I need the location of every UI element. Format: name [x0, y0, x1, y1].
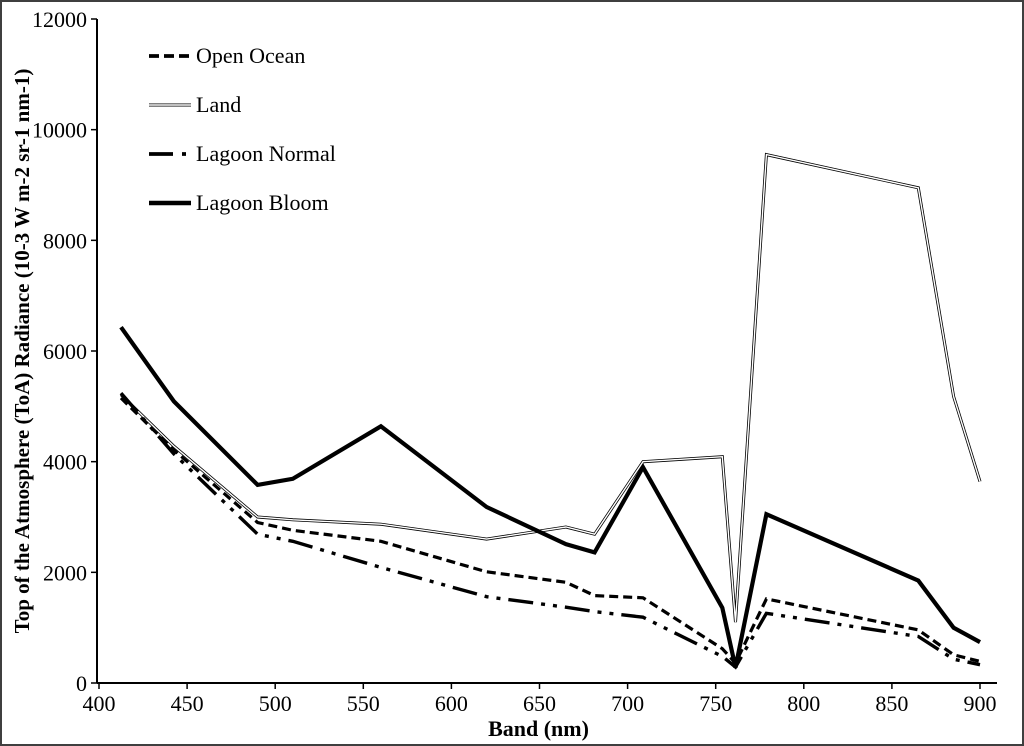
- series-line-lagoon-bloom: [119, 325, 982, 668]
- y-tick-label: 12000: [32, 7, 87, 32]
- legend-label-lagoon-bloom: Lagoon Bloom: [196, 190, 329, 215]
- y-tick-label: 10000: [32, 118, 87, 143]
- x-tick-label: 900: [964, 691, 997, 716]
- y-tick-label: 6000: [43, 339, 87, 364]
- legend-label-lagoon-normal: Lagoon Normal: [196, 141, 336, 166]
- y-tick-label: 2000: [43, 560, 87, 585]
- x-tick-label: 850: [875, 691, 908, 716]
- legend-line-sample-land: [149, 103, 191, 107]
- series-line-open-ocean: [119, 396, 981, 666]
- x-tick-label: 500: [259, 691, 292, 716]
- legend-line-sample-lagoon-bloom: [149, 200, 191, 206]
- x-tick-label: 650: [523, 691, 556, 716]
- legend-item-land: Land: [148, 91, 241, 119]
- x-tick-label: 400: [83, 691, 116, 716]
- legend-label-open-ocean: Open Ocean: [196, 43, 306, 68]
- series-line-land-core: [120, 153, 981, 623]
- x-tick-label: 750: [699, 691, 732, 716]
- legend-label-land: Land: [196, 92, 242, 117]
- x-axis-title: Band (nm): [488, 716, 589, 741]
- x-tick-label: 700: [611, 691, 644, 716]
- x-tick-label: 800: [787, 691, 820, 716]
- legend-line-sample-open-ocean: [149, 54, 191, 58]
- y-tick-label: 0: [76, 671, 87, 696]
- legend-line-sample-lagoon-normal: [149, 152, 191, 156]
- x-tick-label: 600: [435, 691, 468, 716]
- legend-item-lagoon-normal: Lagoon Normal: [148, 140, 336, 168]
- legend-item-open-ocean: Open Ocean: [148, 42, 305, 70]
- x-tick-label: 550: [347, 691, 380, 716]
- y-axis-title: Top of the Atmosphere (ToA) Radiance (10…: [10, 68, 34, 634]
- x-tick-label: 450: [171, 691, 204, 716]
- legend-item-lagoon-bloom: Lagoon Bloom: [148, 189, 329, 217]
- series-line-lagoon-normal: [119, 391, 981, 670]
- y-tick-label: 4000: [43, 450, 87, 475]
- y-tick-label: 8000: [43, 228, 87, 253]
